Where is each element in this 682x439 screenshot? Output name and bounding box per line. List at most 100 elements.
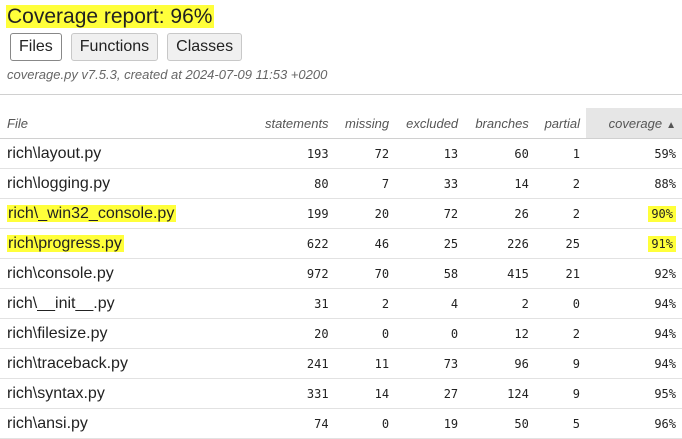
file-link[interactable]: rich\progress.py (7, 234, 124, 252)
branches-cell: 26 (464, 198, 535, 229)
coverage-cell: 92% (586, 258, 682, 289)
file-link[interactable]: rich\traceback.py (7, 354, 128, 372)
file-link[interactable]: rich\syntax.py (7, 384, 105, 402)
coverage-cell: 94% (586, 288, 682, 319)
coverage-cell: 91% (586, 228, 682, 259)
statements-cell: 972 (253, 258, 335, 289)
table-row: rich\filesize.py 20 0 0 12 2 94% (0, 318, 682, 349)
table-row: rich\syntax.py 331 14 27 124 9 95% (0, 378, 682, 409)
coverage-cell: 94% (586, 318, 682, 349)
table-row: rich\__init__.py 31 2 4 2 0 94% (0, 288, 682, 319)
column-header-partial[interactable]: partial (534, 108, 586, 139)
file-link[interactable]: rich\logging.py (7, 174, 111, 192)
table-body: rich\layout.py 193 72 13 60 1 59% rich\logging.… (0, 138, 682, 439)
partial-cell: 21 (534, 258, 586, 289)
file-link[interactable]: rich\layout.py (7, 144, 102, 162)
missing-cell: 2 (334, 288, 396, 319)
branches-cell: 96 (464, 348, 535, 379)
coverage-cell: 88% (586, 168, 682, 199)
file-link[interactable]: rich\_win32_console.py (7, 204, 177, 222)
column-header-branches[interactable]: branches (464, 108, 535, 139)
excluded-cell: 33 (395, 168, 465, 199)
tab-functions[interactable]: Functions (70, 33, 159, 61)
file-cell: rich\filesize.py (0, 318, 253, 349)
file-cell: rich\__init__.py (0, 288, 253, 319)
missing-cell: 7 (334, 168, 396, 199)
file-cell: rich\logging.py (0, 168, 253, 199)
coverage-value-highlight: 90% (648, 205, 676, 222)
table-row: rich\traceback.py 241 11 73 96 9 94% (0, 348, 682, 379)
coverage-cell: 95% (586, 378, 682, 409)
excluded-cell: 27 (395, 378, 465, 409)
statements-cell: 331 (253, 378, 335, 409)
missing-cell: 11 (334, 348, 396, 379)
tab-files[interactable]: Files (10, 33, 62, 61)
branches-cell: 12 (464, 318, 535, 349)
table-row: rich\_win32_console.py 199 20 72 26 2 90% (0, 198, 682, 229)
generator-info: coverage.py v7.5.3, created at 2024-07-0… (7, 67, 328, 82)
branches-cell: 124 (464, 378, 535, 409)
branches-cell: 50 (464, 408, 535, 439)
report-header: Coverage report: 96% Files Functions Cla… (0, 0, 682, 95)
table-row: rich\progress.py 622 46 25 226 25 91% (0, 228, 682, 259)
statements-cell: 74 (253, 408, 335, 439)
column-header-coverage-label: coverage (608, 115, 663, 131)
branches-cell: 60 (464, 138, 535, 169)
statements-cell: 80 (253, 168, 335, 199)
file-link[interactable]: rich\console.py (7, 264, 114, 282)
partial-cell: 2 (534, 198, 586, 229)
branches-cell: 415 (464, 258, 535, 289)
column-header-missing[interactable]: missing (334, 108, 396, 139)
partial-cell: 9 (534, 348, 586, 379)
table-row: rich\layout.py 193 72 13 60 1 59% (0, 138, 682, 169)
branches-cell: 2 (464, 288, 535, 319)
excluded-cell: 58 (395, 258, 465, 289)
column-header-excluded[interactable]: excluded (395, 108, 465, 139)
table-row: rich\logging.py 80 7 33 14 2 88% (0, 168, 682, 199)
column-header-coverage[interactable]: coverage ▲ (586, 108, 682, 139)
missing-cell: 0 (334, 318, 396, 349)
table-row: rich\ansi.py 74 0 19 50 5 96% (0, 408, 682, 439)
excluded-cell: 73 (395, 348, 465, 379)
page-title: Coverage report: 96% (6, 4, 215, 30)
statements-cell: 241 (253, 348, 335, 379)
coverage-cell: 90% (586, 198, 682, 229)
coverage-table: File statements missing excluded branche… (0, 108, 682, 439)
partial-cell: 25 (534, 228, 586, 259)
column-header-statements[interactable]: statements (253, 108, 335, 139)
file-cell: rich\ansi.py (0, 408, 253, 439)
file-link[interactable]: rich\ansi.py (7, 414, 88, 432)
missing-cell: 14 (334, 378, 396, 409)
coverage-cell: 94% (586, 348, 682, 379)
file-link[interactable]: rich\__init__.py (7, 294, 115, 312)
coverage-cell: 59% (586, 138, 682, 169)
excluded-cell: 72 (395, 198, 465, 229)
title-highlight: Coverage report: 96% (6, 5, 215, 28)
branches-cell: 226 (464, 228, 535, 259)
table-row: rich\console.py 972 70 58 415 21 92% (0, 258, 682, 289)
column-header-file[interactable]: File (0, 108, 253, 139)
partial-cell: 2 (534, 168, 586, 199)
statements-cell: 199 (253, 198, 335, 229)
file-cell: rich\syntax.py (0, 378, 253, 409)
statements-cell: 31 (253, 288, 335, 319)
missing-cell: 70 (334, 258, 396, 289)
partial-cell: 2 (534, 318, 586, 349)
tab-classes[interactable]: Classes (167, 33, 243, 61)
missing-cell: 46 (334, 228, 396, 259)
excluded-cell: 19 (395, 408, 465, 439)
partial-cell: 0 (534, 288, 586, 319)
excluded-cell: 13 (395, 138, 465, 169)
file-cell: rich\_win32_console.py (0, 198, 253, 229)
missing-cell: 72 (334, 138, 396, 169)
coverage-value-highlight: 91% (648, 235, 676, 252)
partial-cell: 9 (534, 378, 586, 409)
missing-cell: 20 (334, 198, 396, 229)
file-link[interactable]: rich\filesize.py (7, 324, 108, 342)
statements-cell: 193 (253, 138, 335, 169)
statements-cell: 622 (253, 228, 335, 259)
excluded-cell: 4 (395, 288, 465, 319)
view-tabs: Files Functions Classes (10, 33, 243, 61)
statements-cell: 20 (253, 318, 335, 349)
coverage-cell: 96% (586, 408, 682, 439)
